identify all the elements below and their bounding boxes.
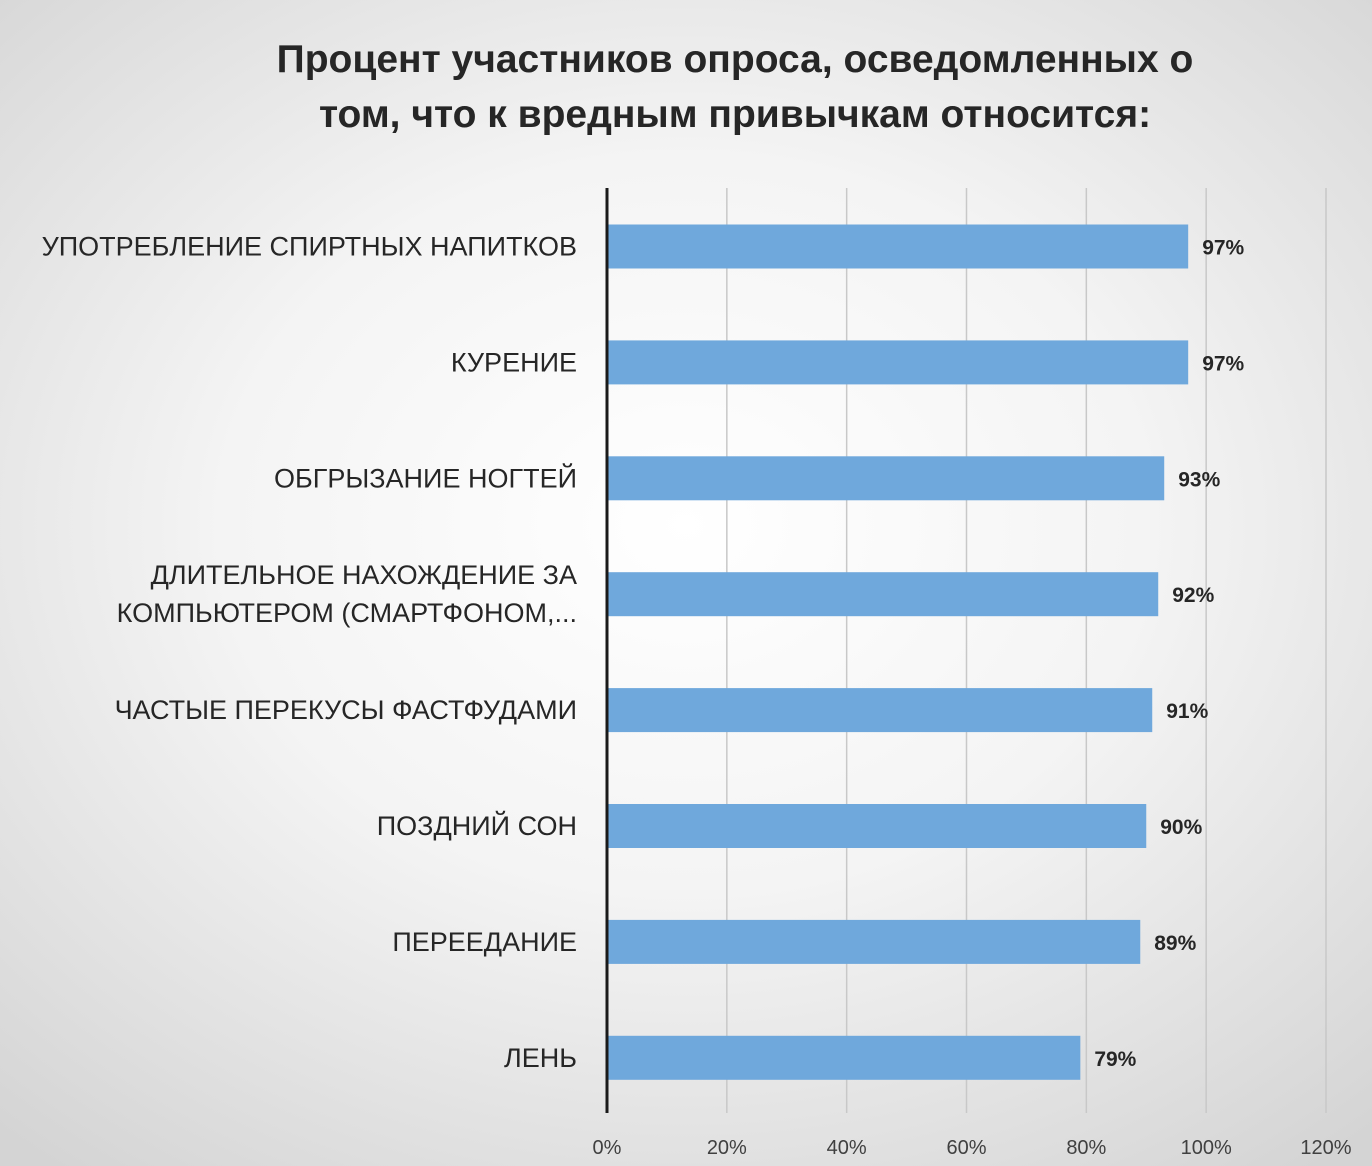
x-tick-label: 120%	[1300, 1137, 1351, 1159]
data-label: 97%	[1202, 237, 1244, 260]
x-tick-label: 0%	[593, 1137, 622, 1159]
bars	[607, 224, 1189, 1080]
x-tick-label: 80%	[1066, 1137, 1106, 1159]
category-label: ПОЗДНИЙ СОН	[377, 810, 577, 841]
category-label: ЛЕНЬ	[504, 1043, 577, 1073]
category-label: ПЕРЕЕДАНИЕ	[392, 927, 577, 957]
x-tick-label: 60%	[946, 1137, 986, 1159]
x-axis-ticks: 0% 20% 40% 60% 80% 100% 120%	[593, 1137, 1352, 1159]
category-label: ЧАСТЫЕ ПЕРЕКУСЫ ФАСТФУДАМИ	[115, 695, 577, 725]
x-tick-label: 100%	[1181, 1137, 1232, 1159]
data-label: 93%	[1178, 468, 1220, 491]
chart-title-line-1: Процент участников опроса, осведомленных…	[276, 38, 1194, 81]
data-label: 92%	[1172, 584, 1214, 607]
category-label: КОМПЬЮТЕРОМ (СМАРТФОНОМ,...	[117, 598, 577, 628]
category-labels: УПОТРЕБЛЕНИЕ СПИРТНЫХ НАПИТКОВ КУРЕНИЕ ОБГ…	[42, 232, 577, 1073]
data-labels: 97% 97% 93% 92% 91% 90% 89% 79%	[1094, 237, 1244, 1071]
bar	[607, 1035, 1081, 1080]
data-label: 91%	[1166, 700, 1208, 723]
bar	[607, 572, 1159, 617]
data-label: 97%	[1202, 352, 1244, 375]
x-tick-label: 40%	[827, 1137, 867, 1159]
data-label: 90%	[1160, 816, 1202, 839]
category-label: КУРЕНИЕ	[451, 347, 577, 377]
category-label: УПОТРЕБЛЕНИЕ СПИРТНЫХ НАПИТКОВ	[42, 232, 577, 262]
x-tick-label: 20%	[707, 1137, 747, 1159]
bar	[607, 224, 1189, 269]
bar	[607, 456, 1165, 501]
category-label: ДЛИТЕЛЬНОЕ НАХОЖДЕНИЕ ЗА	[151, 560, 577, 590]
chart-title-line-2: том, что к вредным привычкам относится:	[318, 93, 1152, 136]
gridlines	[726, 188, 1327, 1113]
bar	[607, 340, 1189, 385]
bar	[607, 919, 1141, 964]
data-label: 79%	[1094, 1048, 1136, 1071]
bar	[607, 804, 1147, 848]
bar	[607, 688, 1153, 733]
data-label: 89%	[1154, 932, 1196, 955]
category-label: ОБГРЫЗАНИЕ НОГТЕЙ	[274, 462, 577, 493]
